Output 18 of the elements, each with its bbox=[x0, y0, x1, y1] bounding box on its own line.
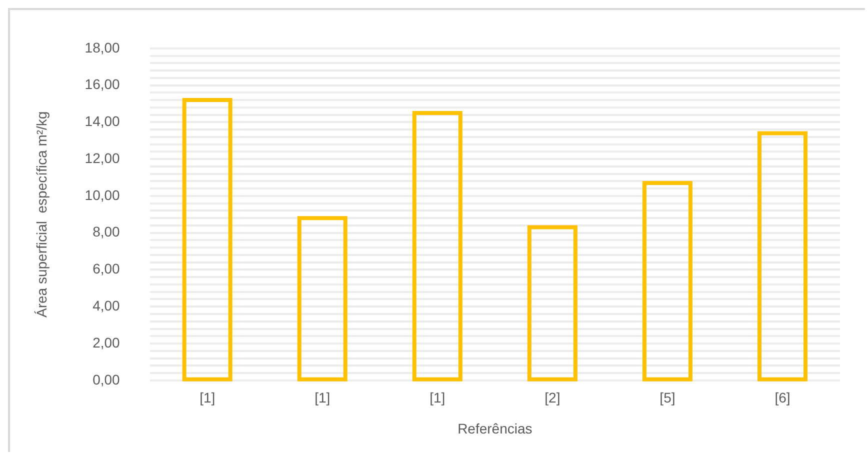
y-tick-label: 6,00 bbox=[92, 260, 120, 277]
y-tick-label: 18,00 bbox=[84, 39, 120, 56]
x-tick-label: [1] bbox=[430, 390, 446, 406]
y-axis-title: Área superficial específica m²/kg bbox=[33, 111, 50, 318]
y-tick-label: 2,00 bbox=[92, 334, 120, 350]
x-tick-label: [2] bbox=[544, 390, 560, 406]
y-tick-label: 0,00 bbox=[92, 371, 120, 388]
x-axis-title: Referências bbox=[458, 420, 532, 436]
x-tick-label: [6] bbox=[774, 390, 790, 406]
x-tick-label: [1] bbox=[314, 390, 330, 406]
y-tick-label: 4,00 bbox=[92, 297, 120, 314]
y-tick-label: 10,00 bbox=[84, 186, 120, 203]
y-tick-label: 12,00 bbox=[84, 150, 120, 166]
y-tick-label: 8,00 bbox=[92, 224, 120, 240]
y-tick-label: 16,00 bbox=[84, 76, 120, 92]
x-tick-label: [1] bbox=[200, 390, 216, 406]
x-tick-label: [5] bbox=[660, 390, 676, 406]
y-tick-label: 14,00 bbox=[84, 113, 120, 130]
